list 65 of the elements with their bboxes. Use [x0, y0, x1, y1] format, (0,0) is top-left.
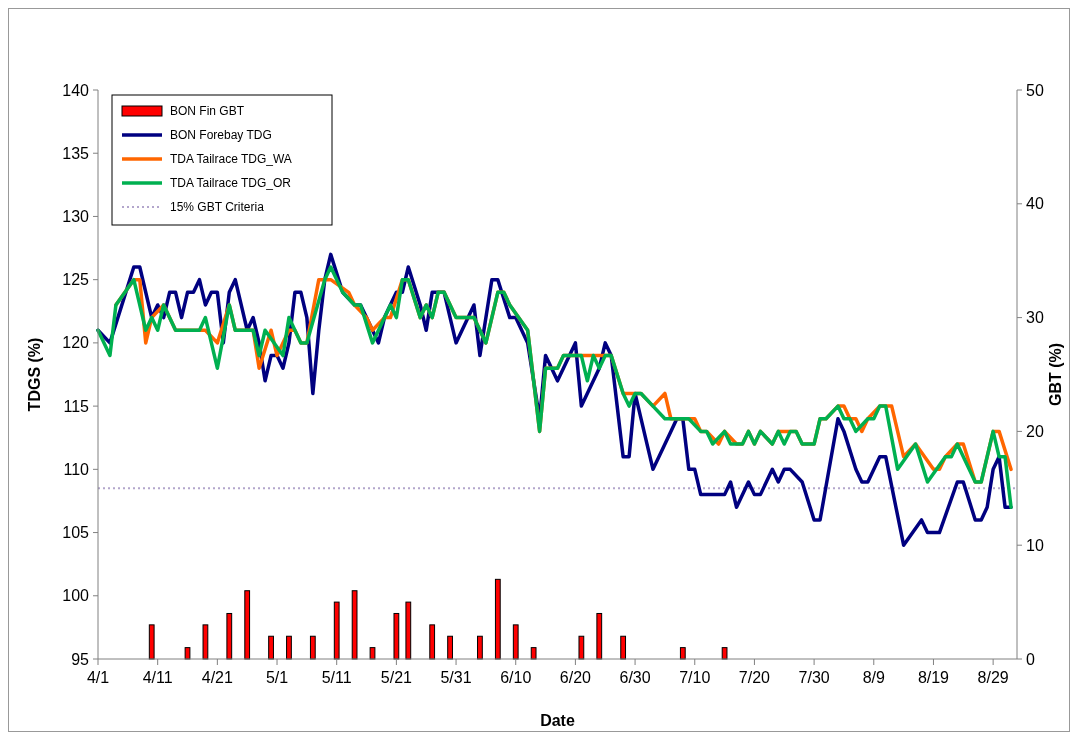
x-tick-label: 4/21 — [201, 669, 234, 686]
bar — [530, 647, 537, 660]
y-tick-label: 95 — [71, 650, 90, 668]
line-series — [96, 265, 1013, 510]
x-tick-label: 5/31 — [440, 669, 472, 686]
legend-label: BON Fin GBT — [170, 104, 245, 119]
legend-label: TDA Tailrace TDG_WA — [170, 152, 292, 167]
y-tick-label: 120 — [62, 334, 90, 352]
x-tick-label: 8/9 — [862, 669, 885, 686]
x-tick-label: 7/10 — [679, 669, 711, 686]
bar — [226, 612, 233, 660]
legend-label: BON Forebay TDG — [170, 128, 272, 143]
x-tick-label: 8/19 — [917, 669, 950, 686]
y2-tick-label: 10 — [1026, 536, 1044, 554]
y2-tick-label: 40 — [1026, 195, 1044, 213]
x-tick-label: 5/11 — [321, 669, 352, 686]
x-tick-label: 6/30 — [619, 669, 651, 686]
x-tick-label: 4/1 — [86, 669, 110, 686]
legend-label: 15% GBT Criteria — [170, 200, 265, 215]
x-tick-label: 5/1 — [265, 669, 289, 686]
y-tick-label: 105 — [62, 524, 90, 542]
y-tick-label: 125 — [62, 271, 90, 289]
y2-tick-label: 50 — [1026, 81, 1044, 99]
bar — [148, 624, 155, 660]
y-tick-label: 115 — [63, 397, 90, 415]
bar — [620, 635, 627, 660]
bar — [596, 612, 603, 660]
x-tick-label: 7/20 — [738, 669, 771, 686]
bar — [369, 647, 376, 660]
bar — [512, 624, 519, 660]
bar — [286, 635, 292, 660]
x-tick-label: 7/30 — [798, 669, 830, 686]
y-tick-label: 100 — [62, 587, 90, 605]
bar — [333, 601, 340, 660]
bar — [268, 635, 274, 660]
y-tick-label: 140 — [62, 81, 90, 99]
x-tick-label: 6/10 — [500, 669, 532, 686]
bar — [244, 590, 251, 660]
x-tick-label: 6/20 — [559, 669, 592, 686]
legend-label: TDA Tailrace TDG_OR — [170, 176, 292, 191]
bar — [721, 647, 728, 660]
bar — [351, 590, 358, 660]
bar — [494, 578, 501, 660]
y-tick-label: 130 — [62, 208, 90, 226]
bar — [578, 635, 585, 660]
y-tick-label: 110 — [63, 460, 90, 478]
x-tick-label: 5/21 — [380, 669, 413, 686]
bar — [477, 635, 483, 660]
bar — [202, 624, 209, 660]
y-axis-title: TDGS (%) — [26, 337, 43, 412]
x-axis-title: Date — [540, 712, 575, 729]
y2-axis-title: GBT (%) — [1047, 342, 1064, 407]
bar — [405, 601, 412, 660]
y-tick-label: 135 — [62, 144, 90, 162]
y2-tick-label: 0 — [1026, 650, 1035, 668]
bar — [447, 635, 453, 660]
x-tick-label: 4/11 — [142, 669, 173, 686]
y2-tick-label: 20 — [1026, 423, 1044, 440]
bar — [184, 647, 191, 660]
x-tick-label: 8/29 — [977, 669, 1009, 686]
bar — [679, 647, 686, 660]
bar — [309, 635, 316, 660]
bar — [393, 612, 400, 660]
y2-tick-label: 30 — [1026, 309, 1044, 327]
bar — [429, 624, 436, 660]
